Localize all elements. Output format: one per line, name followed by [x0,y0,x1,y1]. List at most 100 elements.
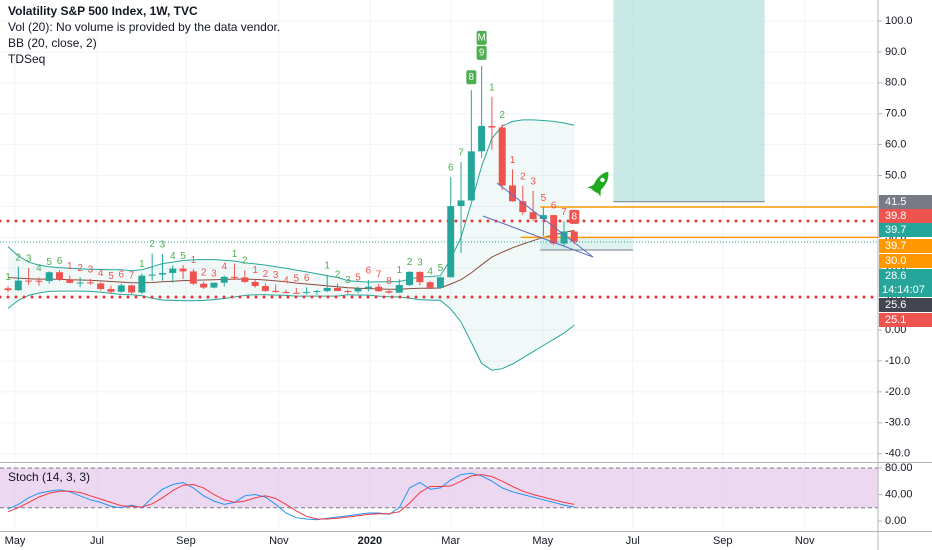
td-label: 3 [26,254,32,265]
price-label-bg [879,209,932,223]
candle-body [333,287,341,292]
candle-body [66,279,74,283]
bb-lower [7,290,575,371]
candle-body [354,288,362,292]
candle-body [148,274,156,276]
candle-body [416,271,424,283]
candle-body [261,286,269,291]
candle-body [364,286,372,289]
td-label: 7 [561,207,567,218]
td-label: 7 [458,148,464,159]
price-label: 25.6 [885,299,906,311]
x-tick-label: Nov [795,535,815,547]
candle-body [313,291,321,293]
td-label: 6 [448,163,454,174]
td-label: 5 [46,257,52,268]
td-label: 2 [77,263,83,274]
candle-body [447,206,455,278]
candle-body [292,292,300,294]
td-label: 3 [160,240,166,251]
chart-title: Volatility S&P 500 Index, 1W, TVC [8,4,198,18]
td-label: 2 [149,239,155,250]
price-label: 39.7 [885,224,906,236]
candle-body [210,282,218,288]
td-label: 6 [551,200,557,211]
td-label: 6 [57,256,63,267]
candle-body [4,288,12,291]
td-label: 1 [139,259,145,270]
y-tick-label: 80.00 [885,462,913,474]
candle-body [488,125,496,128]
candle-body [128,285,136,293]
candle-body [550,215,558,244]
td-label: 2 [499,110,505,121]
y-tick-label: -40.0 [885,448,910,460]
y-tick-label: -20.0 [885,386,910,398]
price-label: 28.6 [885,270,906,282]
y-tick-label: -30.0 [885,417,910,429]
price-label-bg [879,223,932,237]
stoch-title: Stoch (14, 3, 3) [8,470,90,484]
price-label-bg [879,313,932,327]
td-label: 2 [263,269,269,280]
td-label: 1 [67,261,73,272]
td-label: 5 [180,251,186,262]
bb-upper [7,119,575,283]
td-label: 2 [242,256,248,267]
x-tick-label: Sep [176,535,196,547]
y-tick-label: 60.0 [885,139,906,151]
candle-body [509,185,517,202]
candle-body [282,292,290,294]
candle-body [86,282,94,284]
td-label: 5 [541,193,547,204]
candle-body [529,212,537,220]
price-label-bg [879,239,932,253]
td-label: 4 [98,268,104,279]
candle-body [426,282,434,288]
candle-body [97,283,105,290]
td-label: 3 [530,176,536,187]
candle-body [385,291,393,293]
price-label-bg [879,298,932,312]
td-label: 1 [5,272,11,283]
td-mark: M [477,32,485,43]
candle-body [231,276,239,278]
legend-line: TDSeq [8,52,45,66]
td-label: 2 [407,257,413,268]
y-tick-label: 40.00 [885,488,913,500]
price-label-bg [879,254,932,268]
td-label: 4 [170,251,176,262]
countdown: 14:14:07 [882,284,925,296]
candle-body [251,281,259,287]
td-label: 2 [520,172,526,183]
candle-body [200,283,208,288]
price-label: 39.7 [885,240,906,252]
td-label: 4 [221,261,227,272]
countdown-bg [879,283,932,297]
td-label: 2 [201,267,207,278]
candle-body [35,280,43,282]
wedge-line [482,215,594,258]
candle-body [220,276,228,283]
x-tick-label: 2020 [358,535,382,547]
td-label: 2 [335,269,341,280]
td-label: 1 [232,249,238,260]
candle-body [158,272,166,275]
td-label: 5 [438,263,444,274]
td-label: 8 [386,276,392,287]
y-tick-label: 100.0 [885,15,913,27]
candle-body [303,291,311,293]
td-box [569,209,580,224]
y-tick-label: 0.00 [885,515,906,527]
td-label: 9 [479,47,485,58]
candle-body [169,268,177,273]
candle-body [323,287,331,292]
td-label: 3 [345,275,351,286]
price-label: 30.0 [885,255,906,267]
candle-body [498,127,506,186]
x-tick-label: Jul [626,535,640,547]
td-label: 5 [294,274,300,285]
x-tick-label: May [5,535,26,547]
td-label: 1 [324,260,330,271]
